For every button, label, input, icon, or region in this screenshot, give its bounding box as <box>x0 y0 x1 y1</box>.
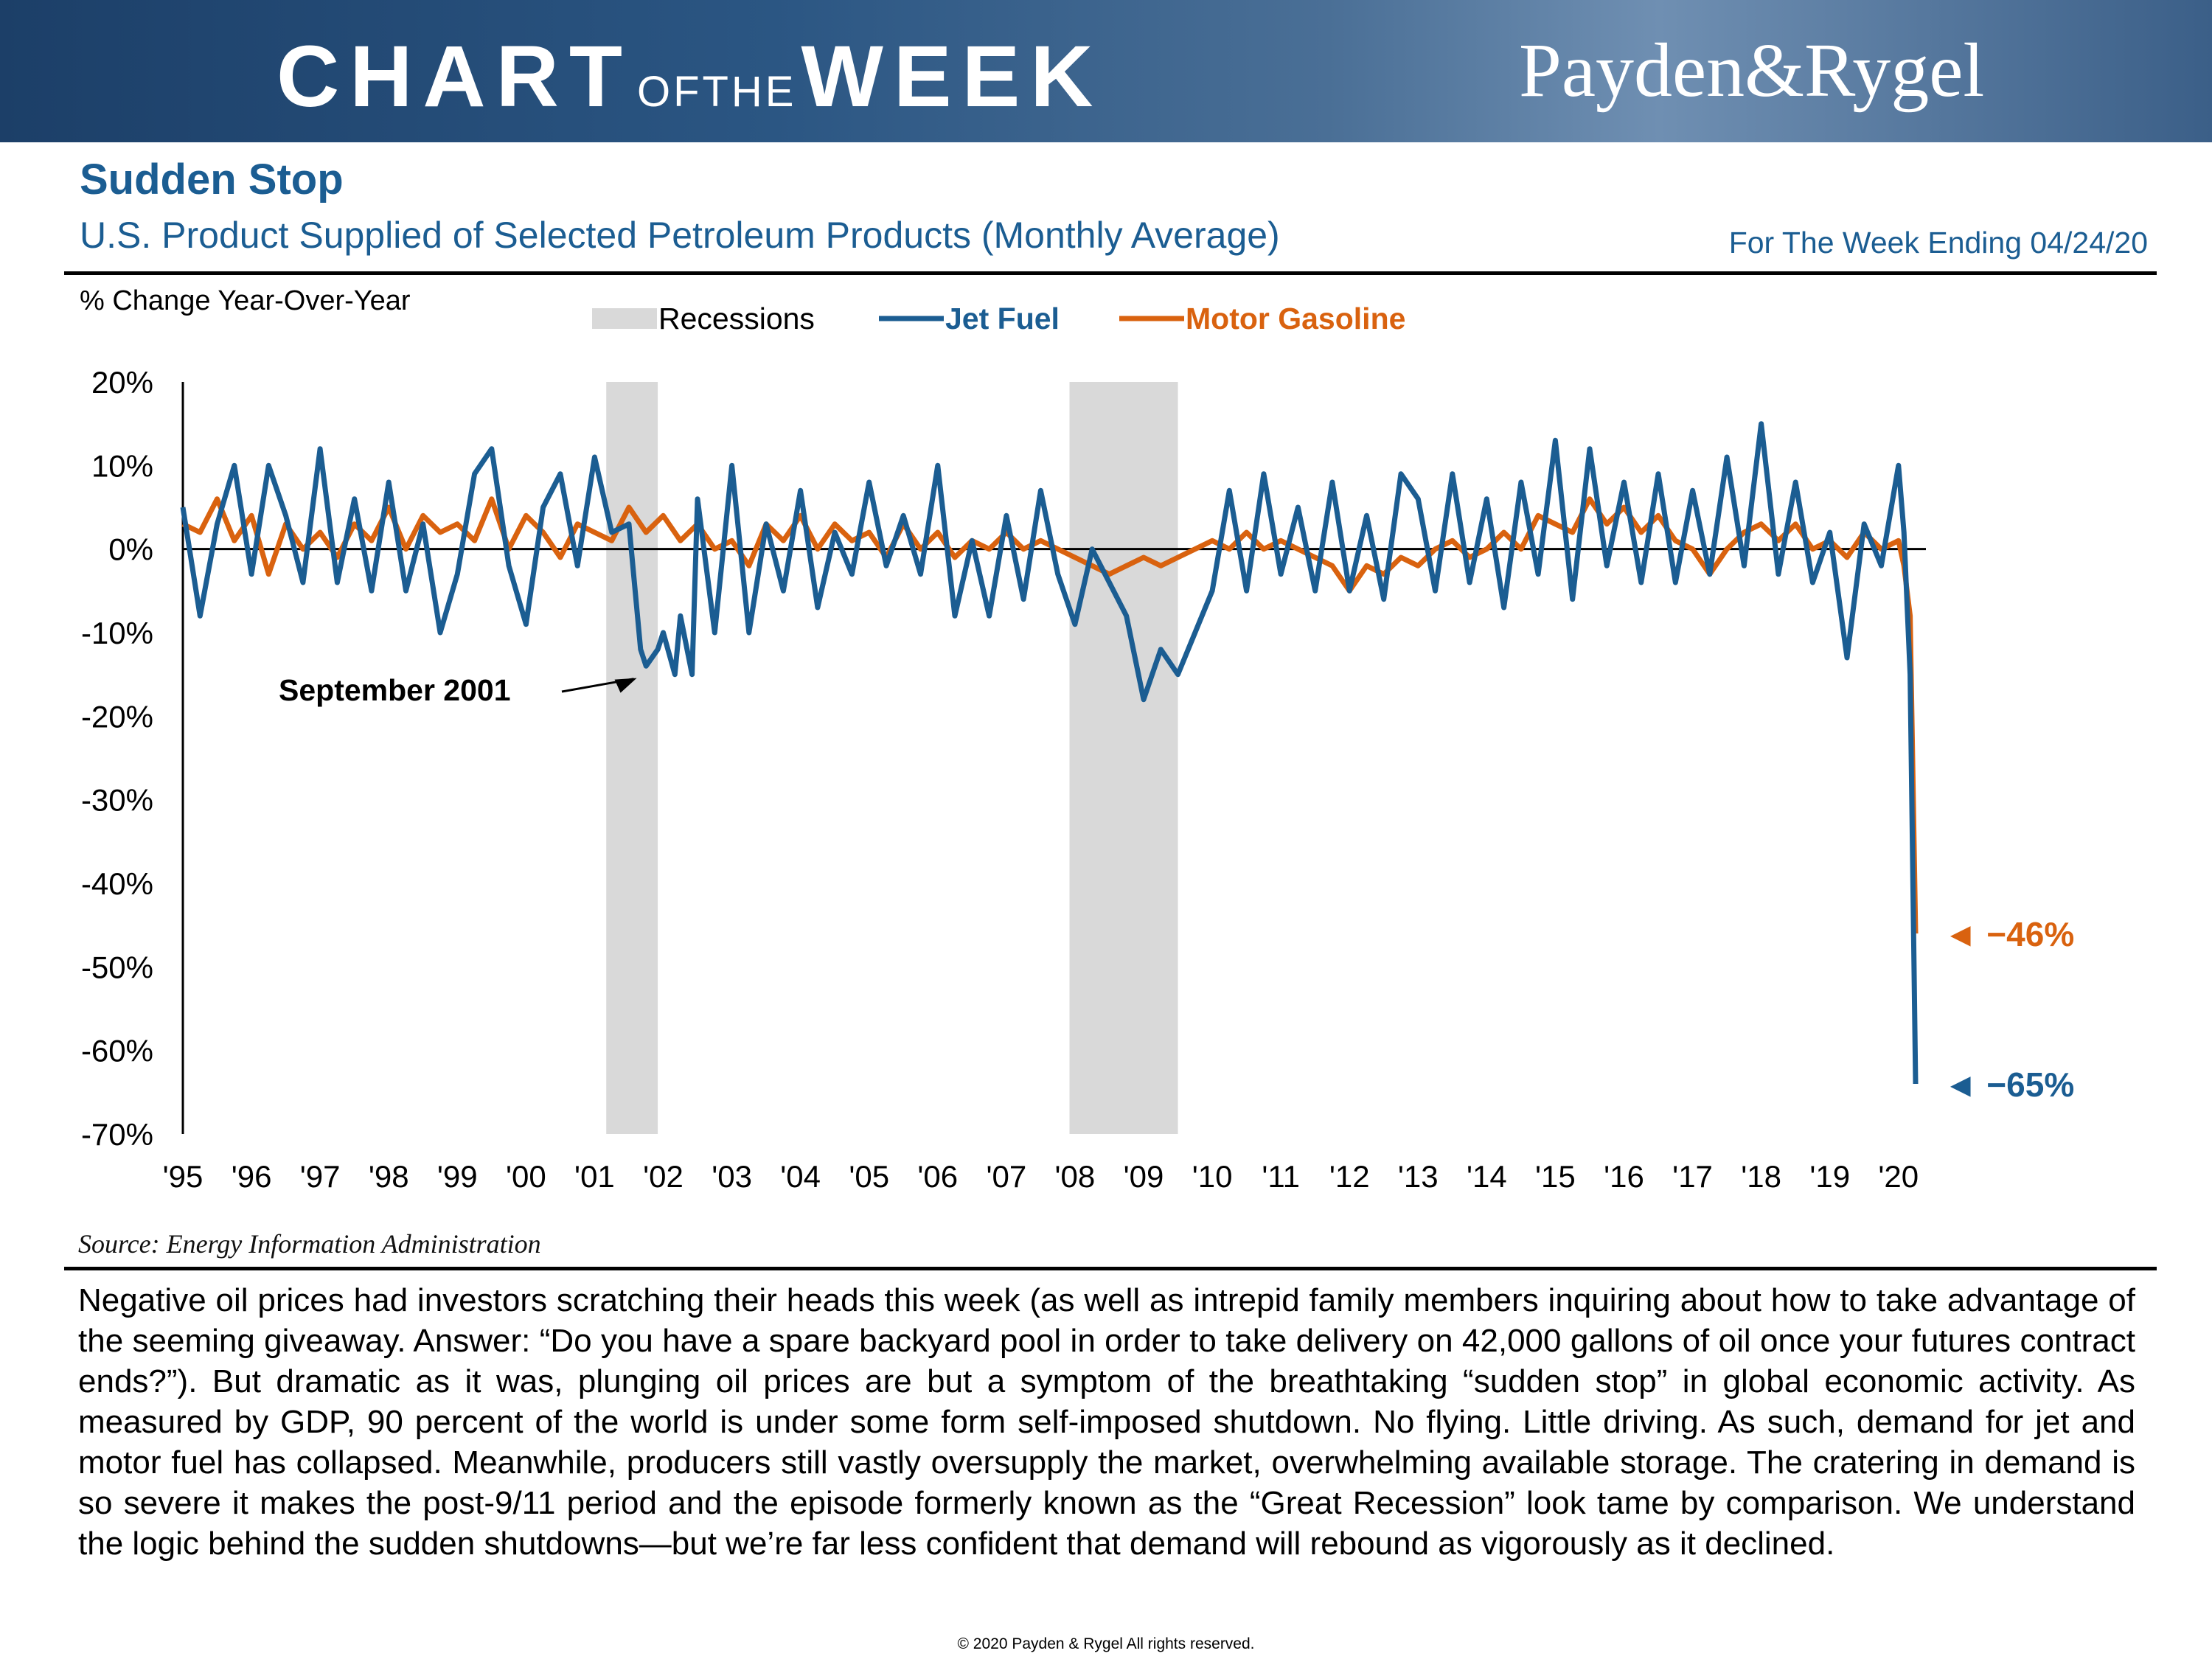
recession-band <box>1069 382 1178 1134</box>
annotation-label: September 2001 <box>279 673 511 707</box>
x-tick-label: '02 <box>643 1159 684 1194</box>
copyright: © 2020 Payden & Rygel All rights reserve… <box>957 1635 1255 1652</box>
x-tick-label: '10 <box>1192 1159 1233 1194</box>
x-tick-label: '99 <box>437 1159 478 1194</box>
y-tick-label: -60% <box>81 1034 153 1068</box>
x-tick-label: '03 <box>712 1159 752 1194</box>
y-axis-label: % Change Year-Over-Year <box>80 285 411 316</box>
y-tick-label: -70% <box>81 1117 153 1152</box>
x-tick-label: '05 <box>849 1159 889 1194</box>
x-tick-label: '15 <box>1535 1159 1576 1194</box>
x-tick-label: '08 <box>1055 1159 1096 1194</box>
y-tick-label: -30% <box>81 783 153 818</box>
x-tick-label: '16 <box>1604 1159 1644 1194</box>
x-tick-label: '17 <box>1672 1159 1713 1194</box>
series-line-jet-fuel <box>180 421 1919 1085</box>
y-tick-label: 10% <box>91 448 153 483</box>
x-tick-label: '20 <box>1878 1159 1919 1194</box>
legend-label-jet-fuel: Jet Fuel <box>945 302 1060 335</box>
header-banner: CHART OFTHE WEEK Payden&Rygel <box>0 0 2212 142</box>
x-tick-label: '04 <box>780 1159 821 1194</box>
x-tick-label: '11 <box>1262 1159 1300 1194</box>
annotation-arrow-head <box>614 678 637 693</box>
x-tick-label: '98 <box>369 1159 409 1194</box>
y-tick-label: 20% <box>91 365 153 400</box>
chart-of-the-week-logo: CHART OFTHE WEEK <box>276 28 1104 125</box>
end-value-label: ◄ −46% <box>1944 915 2074 953</box>
legend-label-recessions: Recessions <box>658 302 815 335</box>
y-tick-label: 0% <box>108 532 153 567</box>
x-tick-label: '97 <box>300 1159 341 1194</box>
end-value-label: ◄ −65% <box>1944 1065 2074 1104</box>
page-title: Sudden Stop <box>80 156 344 204</box>
x-tick-label: '01 <box>574 1159 615 1194</box>
x-tick-label: '07 <box>986 1159 1026 1194</box>
x-tick-label: '00 <box>506 1159 546 1194</box>
y-tick-label: -20% <box>81 699 153 734</box>
header-divider <box>64 271 2157 275</box>
x-tick-label: '06 <box>917 1159 958 1194</box>
brand-logo: Payden&Rygel <box>1519 28 1985 113</box>
footer-divider <box>64 1267 2157 1270</box>
x-tick-label: '95 <box>163 1159 204 1194</box>
x-tick-label: '18 <box>1741 1159 1781 1194</box>
chart: % Change Year-Over-Year Recessions Jet Fue… <box>80 285 2074 1194</box>
x-tick-label: '13 <box>1398 1159 1439 1194</box>
recession-band <box>606 382 658 1134</box>
y-tick-label: -50% <box>81 950 153 984</box>
source-note: Source: Energy Information Administratio… <box>78 1229 541 1259</box>
page-subtitle: U.S. Product Supplied of Selected Petrol… <box>80 215 1280 256</box>
legend-label-motor-gasoline: Motor Gasoline <box>1186 302 1405 335</box>
x-tick-label: '96 <box>232 1159 272 1194</box>
legend-swatch-recessions <box>592 308 657 329</box>
x-tick-label: '09 <box>1124 1159 1164 1194</box>
y-tick-label: -40% <box>81 866 153 901</box>
commentary-text: Negative oil prices had investors scratc… <box>78 1282 2135 1562</box>
series-line-motor-gasoline <box>181 496 1919 934</box>
x-tick-label: '14 <box>1467 1159 1507 1194</box>
x-tick-label: '19 <box>1809 1159 1850 1194</box>
x-tick-label: '12 <box>1329 1159 1370 1194</box>
y-tick-label: -10% <box>81 616 153 650</box>
date-label: For The Week Ending 04/24/20 <box>1728 226 2148 260</box>
